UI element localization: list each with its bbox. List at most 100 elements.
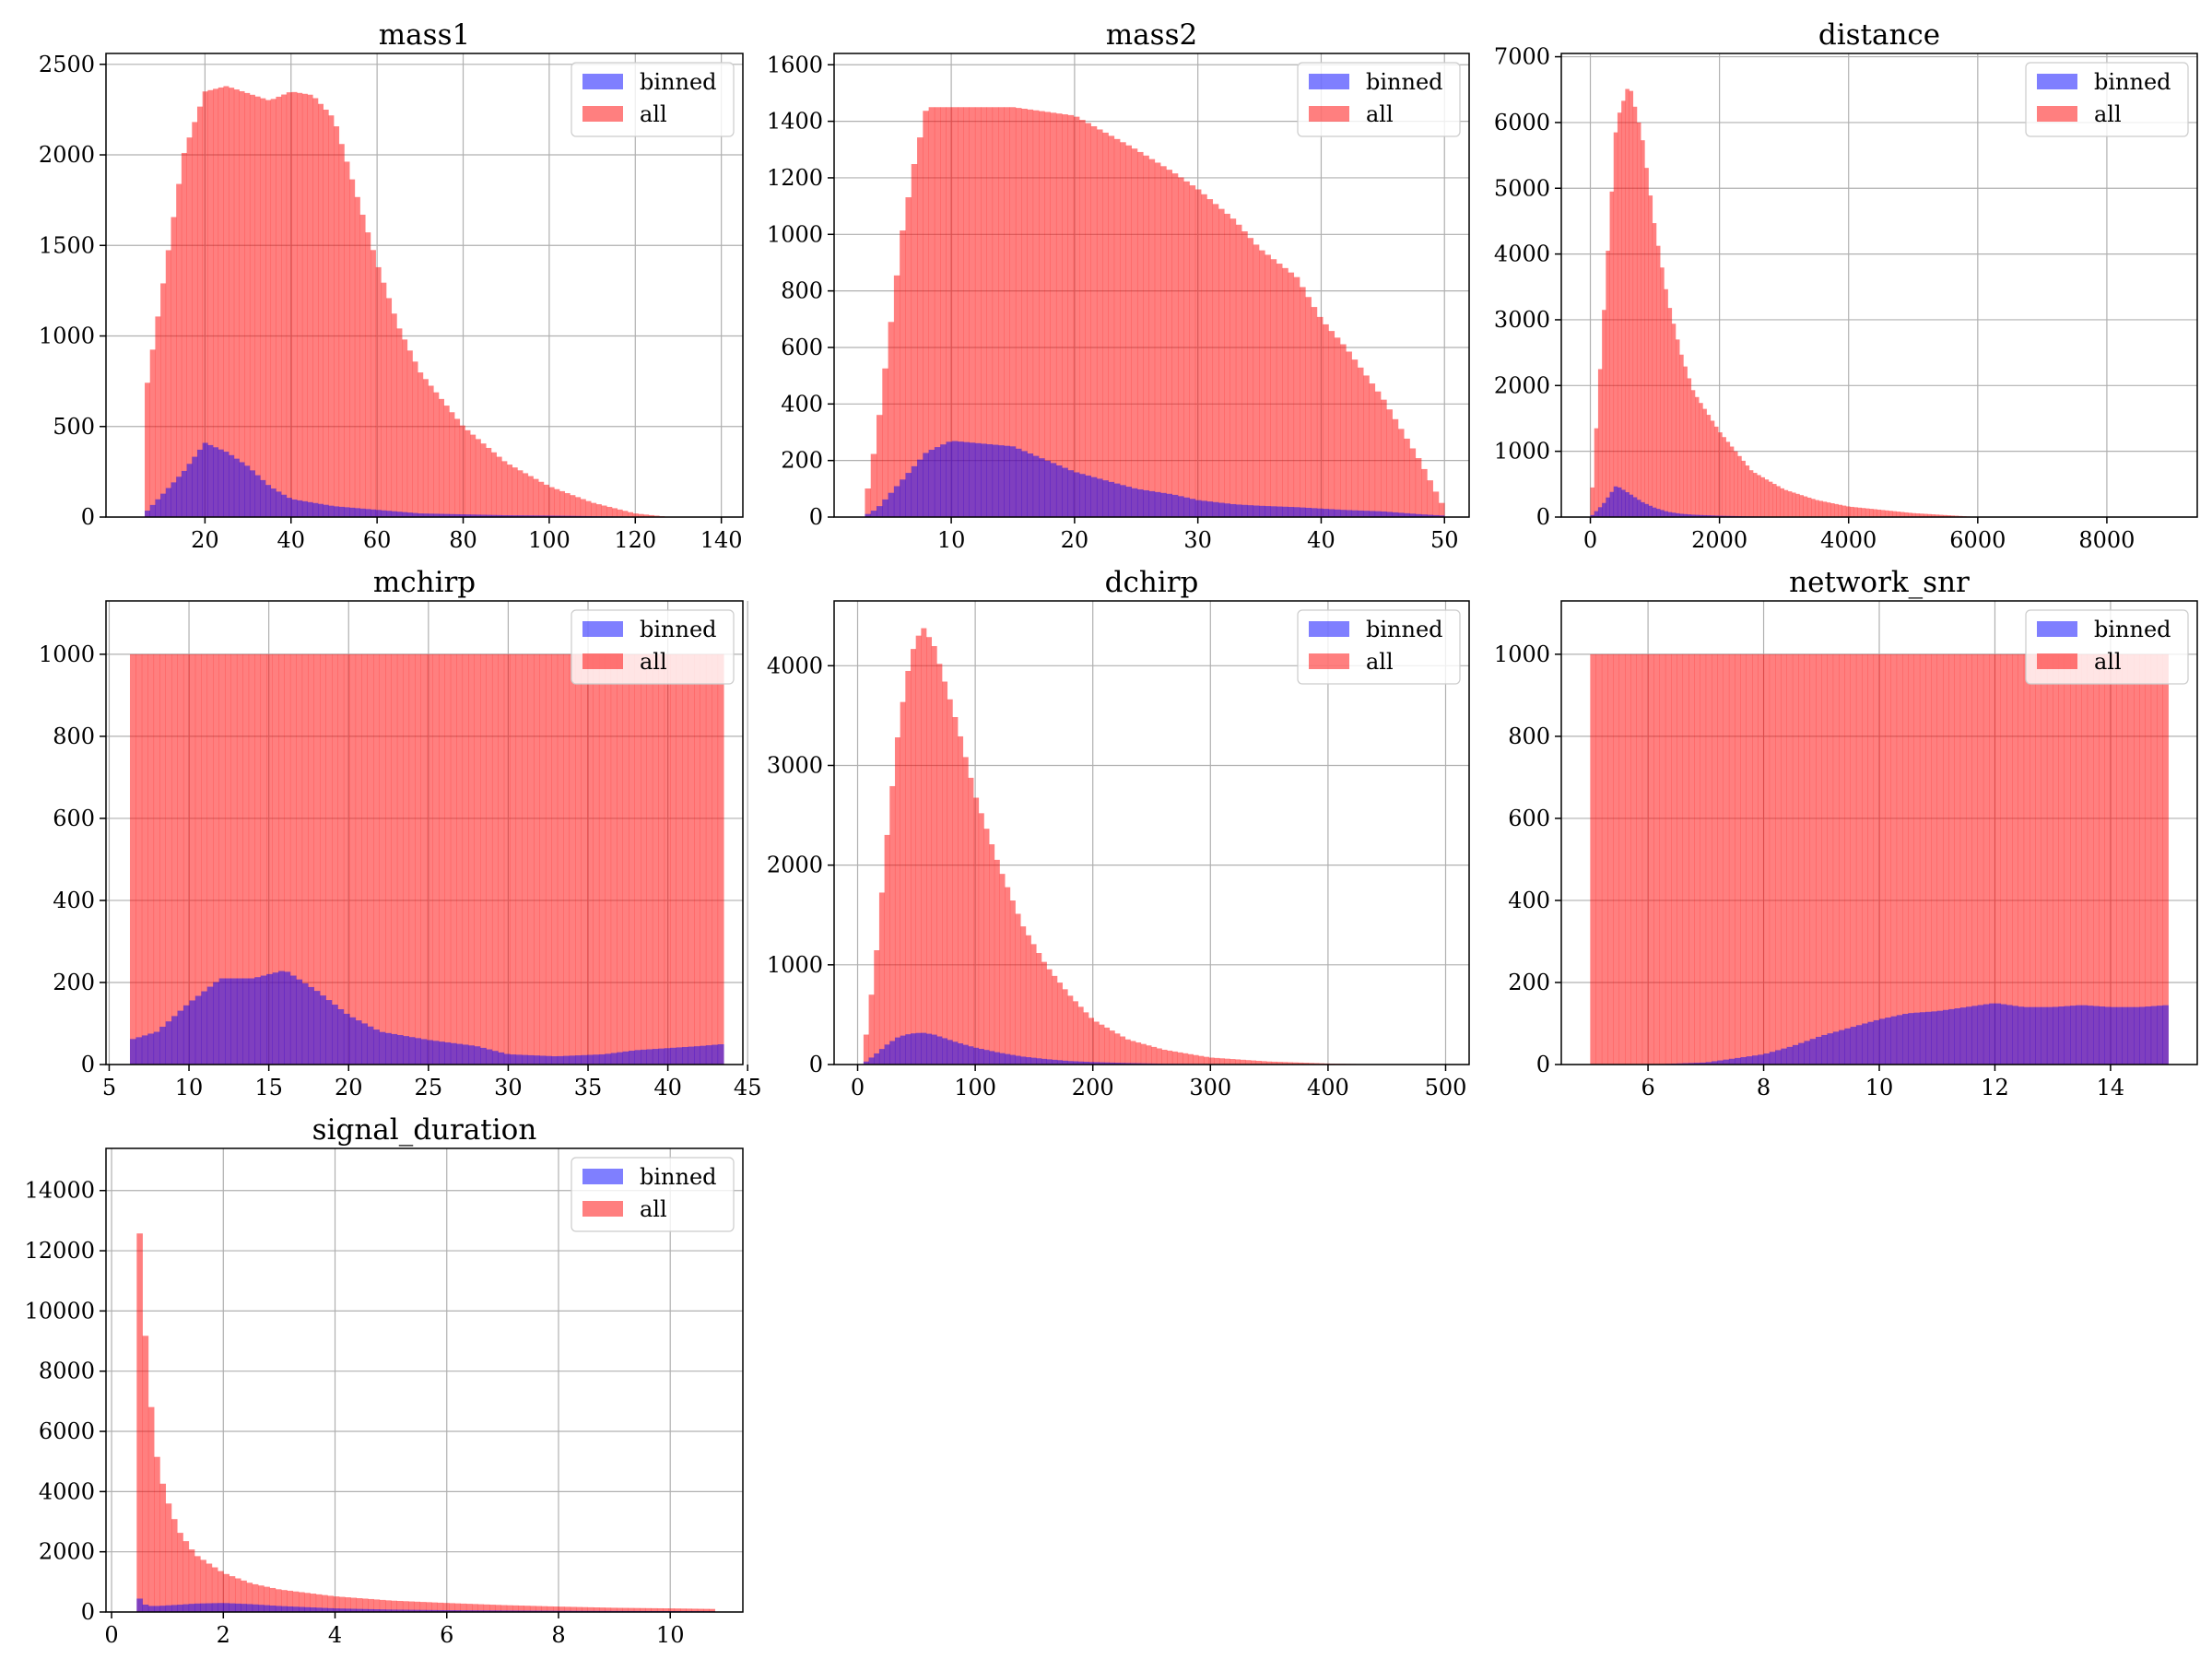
bar-binned — [1206, 501, 1214, 517]
bar-all — [878, 892, 885, 1065]
bar-binned — [1832, 1031, 1840, 1065]
bar-all — [396, 653, 404, 1065]
bar-all — [915, 635, 922, 1065]
bar-binned — [1154, 491, 1161, 517]
bar-binned — [420, 1039, 428, 1065]
bar-binned — [694, 1046, 700, 1065]
bar-binned — [301, 982, 309, 1065]
chart-title: signal_duration — [312, 1113, 537, 1147]
bar-all — [188, 1549, 195, 1612]
bar-binned — [700, 1045, 707, 1065]
bar-binned — [1606, 497, 1610, 517]
bar-binned — [1409, 513, 1417, 517]
bar-all — [1160, 166, 1167, 517]
x-tick-label: 12 — [1981, 1075, 2009, 1100]
x-tick-label: 8 — [1757, 1075, 1771, 1100]
bar-all — [1392, 418, 1399, 517]
bar-binned — [1404, 512, 1410, 517]
bar-binned — [1125, 487, 1132, 517]
bar-binned — [1282, 506, 1288, 517]
bar-binned — [391, 1609, 397, 1612]
bar-binned — [194, 995, 202, 1065]
bar-binned — [186, 464, 193, 517]
bar-binned — [475, 514, 481, 517]
bar-binned — [1931, 1011, 1938, 1065]
bar-binned — [1415, 513, 1422, 517]
chart-title: distance — [1818, 18, 1940, 52]
bar-binned — [1189, 499, 1196, 517]
bar-all — [1879, 653, 1886, 1065]
bar-all — [1725, 441, 1731, 517]
bar-binned — [1609, 491, 1615, 517]
bar-binned — [142, 1605, 149, 1612]
y-tick-label: 1600 — [767, 52, 823, 77]
bar-binned — [181, 470, 187, 517]
legend: binned all — [2025, 62, 2189, 137]
bar-binned — [1705, 1062, 1712, 1065]
bar-binned — [135, 1037, 143, 1065]
bar-binned — [1943, 1009, 1949, 1065]
bar-binned — [587, 1054, 594, 1065]
bar-binned — [275, 1606, 282, 1612]
bar-binned — [1050, 463, 1057, 517]
bar-binned — [1809, 1039, 1817, 1065]
bar-all — [1077, 1006, 1084, 1065]
bar-all — [610, 1607, 618, 1612]
bar-all — [1655, 245, 1661, 517]
x-tick-label: 80 — [449, 527, 477, 553]
bar-all — [884, 834, 890, 1065]
bar-binned — [712, 1044, 719, 1065]
x-tick-label: 20 — [335, 1075, 363, 1100]
bar-all — [1688, 653, 1695, 1065]
bar-binned — [1827, 1033, 1834, 1065]
bar-all — [981, 107, 987, 518]
bar-all — [1776, 486, 1781, 517]
bar-all — [379, 1599, 386, 1612]
bar-all — [391, 313, 397, 517]
bar-all — [917, 137, 924, 517]
bar-all — [1261, 1061, 1267, 1065]
bar-all — [284, 653, 291, 1065]
bar-all — [870, 453, 877, 517]
bar-binned — [281, 494, 288, 517]
bar-all — [1943, 514, 1947, 517]
bar-all — [1079, 120, 1086, 517]
bar-binned — [223, 452, 229, 517]
legend-swatch-binned — [582, 1169, 623, 1184]
legend-swatch-binned — [2037, 74, 2077, 89]
bar-all — [1659, 653, 1666, 1065]
bar-binned — [472, 1610, 478, 1612]
bar-all — [632, 513, 639, 517]
y-tick-label: 800 — [53, 724, 95, 749]
bar-all — [468, 653, 475, 1065]
bar-all — [905, 197, 912, 517]
bar-all — [888, 322, 895, 517]
legend-label-all: all — [640, 1196, 667, 1222]
x-tick-label: 6000 — [1949, 527, 2006, 553]
bar-binned — [1702, 514, 1707, 517]
chart-title: network_snr — [1789, 566, 1970, 599]
bar-all — [629, 653, 635, 1065]
bar-all — [1677, 653, 1684, 1065]
bar-all — [317, 103, 324, 517]
bar-binned — [1253, 505, 1260, 517]
bar-all — [1816, 653, 1822, 1065]
bar-all — [641, 653, 647, 1065]
bar-all — [1896, 653, 1903, 1065]
bar-all — [1193, 1054, 1199, 1065]
bar-binned — [422, 513, 429, 517]
y-tick-label: 1000 — [1494, 439, 1550, 465]
bar-binned — [218, 1603, 224, 1612]
bar-binned — [2104, 1006, 2112, 1065]
panel-dchirp: 0 100 200 300 400 500 0 1000 2000 3000 4000 dchirp b… — [767, 566, 1470, 1100]
x-tick-label: 14 — [2097, 1075, 2125, 1100]
bar-all — [868, 994, 875, 1065]
bar-all — [192, 122, 198, 517]
bar-binned — [1130, 1063, 1136, 1065]
bar-all — [322, 1594, 328, 1612]
bar-all — [171, 217, 177, 518]
bar-all — [877, 415, 883, 517]
bar-binned — [2046, 1006, 2053, 1065]
bar-all — [983, 829, 990, 1065]
legend-swatch-all — [2037, 106, 2077, 122]
